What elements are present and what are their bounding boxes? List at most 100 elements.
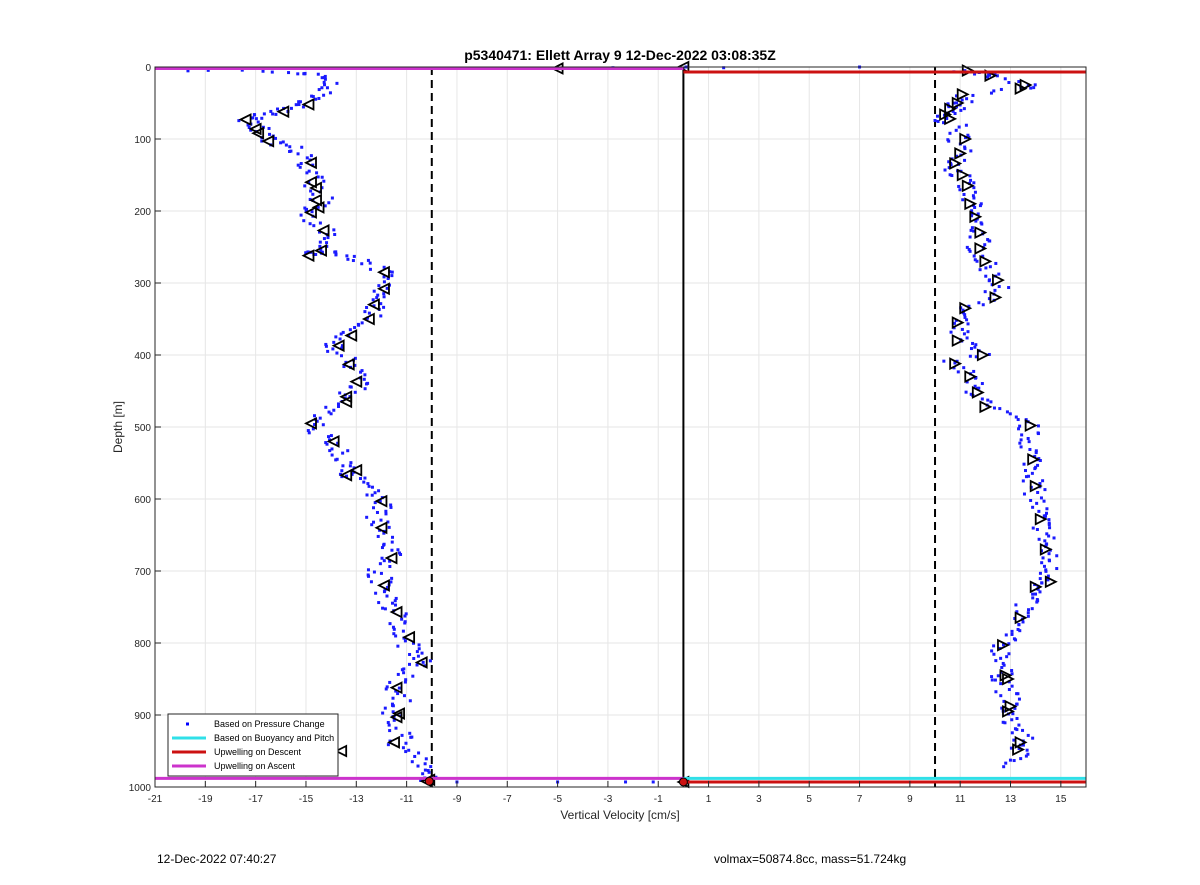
pressure-point (963, 313, 967, 317)
pressure-point (1027, 608, 1031, 612)
pressure-point (951, 109, 955, 113)
pressure-point (330, 447, 334, 451)
pressure-point (325, 241, 329, 245)
x-axis-label: Vertical Velocity [cm/s] (560, 808, 679, 822)
pressure-point (1036, 587, 1040, 591)
pressure-point (396, 692, 400, 696)
pressure-point (427, 770, 431, 774)
average-marker (276, 105, 290, 119)
pressure-point (1033, 83, 1037, 87)
pressure-point (1045, 507, 1049, 511)
bottom-endpoint-marker (678, 777, 688, 787)
pressure-point (1018, 441, 1022, 445)
pressure-point (969, 347, 973, 351)
pressure-point (336, 402, 340, 406)
pressure-point (947, 139, 951, 143)
pressure-point (333, 250, 337, 254)
average-marker (992, 273, 1005, 287)
average-marker (949, 357, 963, 371)
pressure-point (972, 229, 976, 233)
pressure-point (964, 390, 968, 394)
pressure-point (1052, 536, 1056, 540)
pressure-point (389, 505, 393, 509)
y-tick-label: 500 (134, 423, 151, 434)
pressure-point (357, 323, 361, 327)
pressure-point (966, 330, 970, 334)
pressure-point (323, 83, 327, 87)
pressure-point (372, 304, 376, 308)
pressure-point (1007, 652, 1011, 656)
pressure-point (377, 284, 381, 288)
x-tick-label: -21 (148, 794, 163, 805)
average-marker (303, 205, 317, 219)
pressure-point (383, 607, 387, 611)
pressure-point (330, 196, 334, 200)
pressure-point (375, 296, 379, 300)
pressure-point (335, 351, 339, 355)
pressure-point (271, 112, 275, 116)
pressure-point (987, 279, 991, 283)
pressure-point (322, 93, 326, 97)
pressure-point (987, 352, 991, 356)
pressure-point (327, 201, 331, 205)
pressure-point (1004, 633, 1008, 637)
pressure-point (651, 780, 655, 784)
pressure-point (366, 568, 370, 572)
pressure-point (274, 136, 278, 140)
pressure-point (305, 171, 309, 175)
x-tick-label: -17 (248, 794, 263, 805)
pressure-point (402, 694, 406, 698)
pressure-point (936, 119, 940, 123)
pressure-point (348, 328, 352, 332)
pressure-point (206, 68, 210, 72)
pressure-point (407, 748, 411, 752)
pressure-point (992, 89, 996, 93)
pressure-point (325, 86, 329, 90)
pressure-point (353, 390, 357, 394)
average-marker (387, 735, 400, 749)
average-marker (389, 605, 403, 619)
pressure-point (281, 140, 285, 144)
pressure-point (367, 311, 371, 315)
pressure-point (624, 780, 628, 784)
pressure-point (1021, 479, 1025, 483)
pressure-point (240, 68, 244, 72)
pressure-point (311, 192, 315, 196)
pressure-point (1036, 490, 1040, 494)
y-tick-label: 1000 (129, 783, 152, 794)
pressure-point (1004, 761, 1008, 765)
pressure-point (1001, 643, 1005, 647)
pressure-point (1015, 728, 1019, 732)
pressure-point (958, 188, 962, 192)
pressure-point (953, 112, 957, 116)
pressure-point (296, 152, 300, 156)
average-marker (301, 249, 315, 263)
pressure-point (415, 650, 419, 654)
pressure-point (186, 69, 190, 73)
x-tick-label: 1 (706, 794, 712, 805)
average-marker (979, 400, 993, 414)
pressure-point (969, 228, 973, 232)
pressure-point (1002, 699, 1006, 703)
pressure-point (359, 370, 363, 374)
chart-title: p5340471: Ellett Array 9 12-Dec-2022 03:… (464, 47, 776, 63)
pressure-point (360, 369, 364, 373)
pressure-point (324, 342, 328, 346)
pressure-point (384, 509, 388, 513)
pressure-point (988, 73, 992, 77)
pressure-point (318, 240, 322, 244)
pressure-point (968, 249, 972, 253)
y-tick-label: 900 (134, 711, 151, 722)
pressure-point (1035, 528, 1039, 532)
average-marker (951, 334, 965, 348)
pressure-point (423, 768, 427, 772)
average-marker (361, 312, 375, 326)
pressure-point (1014, 638, 1018, 642)
pressure-point (1032, 86, 1036, 90)
pressure-point (970, 212, 974, 216)
x-tick-label: -5 (553, 794, 562, 805)
average-marker (1002, 672, 1016, 686)
pressure-point (1010, 672, 1014, 676)
pressure-point (1002, 765, 1006, 769)
y-tick-label: 600 (134, 495, 151, 506)
